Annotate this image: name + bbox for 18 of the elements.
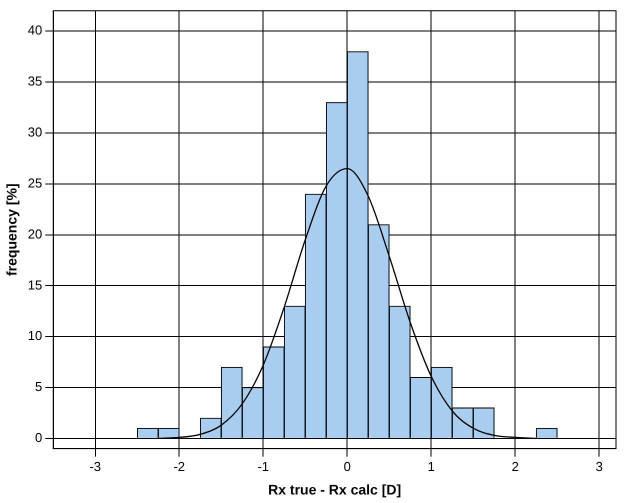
- y-tick-label: 35: [28, 74, 42, 89]
- y-axis-title: frequency [%]: [3, 183, 20, 276]
- y-tick-label: 25: [28, 175, 42, 190]
- y-tick-label: 0: [35, 430, 42, 445]
- x-tick-label: -1: [257, 458, 270, 474]
- y-tick-label: 10: [28, 328, 42, 344]
- x-tick-label: 1: [428, 458, 435, 474]
- x-tick-label: 0: [344, 458, 351, 474]
- y-tick-label: 15: [28, 277, 42, 292]
- x-tick-label: 3: [596, 458, 603, 474]
- y-tick-label: 30: [28, 124, 42, 140]
- x-tick-label: 2: [512, 458, 519, 474]
- y-tick-label: 40: [28, 22, 42, 38]
- y-tick-label: 20: [28, 226, 42, 242]
- x-tick-label: -2: [173, 458, 186, 474]
- x-tick-label: -3: [89, 458, 102, 474]
- y-tick-label: 5: [35, 379, 42, 394]
- x-axis-title: Rx true - Rx calc [D]: [268, 481, 402, 498]
